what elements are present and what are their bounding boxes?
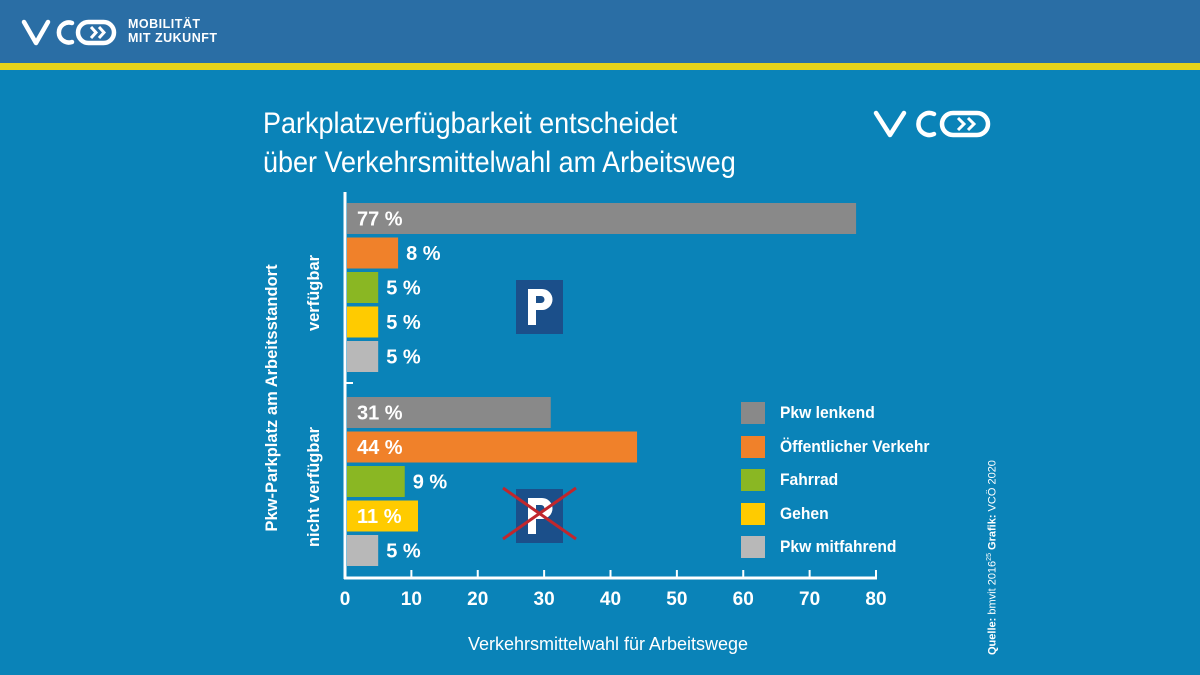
bar-verfuegbar-0 [347,203,857,234]
vco-logo [21,19,117,46]
x-tick-label: 60 [733,589,754,610]
legend-item: Gehen [741,502,1001,525]
header-bar [0,0,1200,63]
brand-tagline-line-2: MIT ZUKUNFT [128,31,218,45]
bar-verfuegbar-1 [347,237,399,269]
bar-verfuegbar-2 [347,272,379,303]
grafik-text: VCÖ 2020 [986,460,999,512]
cross-line-icon [502,486,577,541]
chart-title: Parkplatzverfügbarkeit entscheidet über … [263,104,736,182]
legend-item: Öffentlicher Verkehr [741,435,1001,458]
legend-swatch [741,536,765,558]
bar-label: 31 % [357,403,403,425]
bar-verfuegbar-3 [347,306,379,338]
x-axis-title: Verkehrsmittelwahl für Arbeitswege [468,634,748,654]
group-label-nicht-verfuegbar: nicht verfügbar [305,426,323,547]
source-text: bmvit 2016 [986,560,999,615]
bar-label: 77 % [357,209,403,231]
legend-item: Pkw mitfahrend [741,536,1001,558]
legend-label: Öffentlicher Verkehr [780,436,930,456]
source-note: Quelle: bmvit 201625 Grafik: VCÖ 2020 [986,460,999,655]
bar-label: 5 % [386,312,421,334]
legend-swatch [741,502,765,525]
legend-swatch [741,435,765,458]
brand-tagline-line-1: MOBILITÄT [128,17,201,31]
legend-label: Fahrrad [780,470,839,489]
y-axis-title: Pkw-Parkplatz am Arbeitsstandort [263,264,281,532]
x-tick-label: 70 [799,589,820,610]
bar-label: 9 % [413,472,448,494]
bar-nicht-verfuegbar-4 [347,535,379,566]
group-label-verfuegbar: verfügbar [305,254,323,331]
x-tick-label: 30 [534,589,555,610]
x-tick-label: 40 [600,589,621,610]
legend-swatch [741,469,765,491]
parking-letter-icon [528,289,553,325]
bar-label: 44 % [357,437,403,459]
legend-label: Pkw mitfahrend [780,537,897,556]
bar-label: 5 % [386,347,421,369]
chart-title-line-1: Parkplatzverfügbarkeit entscheidet [263,107,678,140]
x-tick-label: 50 [666,589,687,610]
bar-verfuegbar-4 [347,341,379,372]
bar-label: 5 % [386,541,421,563]
source-superscript: 25 [986,553,993,561]
legend-label: Pkw lenkend [780,403,875,422]
source-label: Quelle: [986,617,999,655]
bar-label: 5 % [386,278,421,300]
bar-nicht-verfuegbar-0 [347,397,551,428]
x-tick-label: 10 [401,589,422,610]
chart-title-line-2: über Verkehrsmittelwahl am Arbeitsweg [263,146,736,179]
x-tick-label: 80 [865,589,886,610]
bar-label: 8 % [406,243,441,265]
bar-nicht-verfuegbar-1 [347,431,638,463]
x-tick-label: 0 [340,589,351,610]
legend-swatch [741,402,765,424]
vco-logo-chart [873,110,991,138]
legend-item: Fahrrad [741,469,1001,491]
legend-item: Pkw lenkend [741,402,1001,424]
grafik-label: Grafik: [986,514,999,550]
bar-label: 11 % [357,506,402,528]
header-stripe [0,63,1200,70]
bar-nicht-verfuegbar-2 [347,466,405,497]
x-tick-label: 20 [467,589,488,610]
legend-label: Gehen [780,503,829,523]
brand-tagline: MOBILITÄT MIT ZUKUNFT [128,17,218,45]
bar-nicht-verfuegbar-3 [347,500,419,532]
